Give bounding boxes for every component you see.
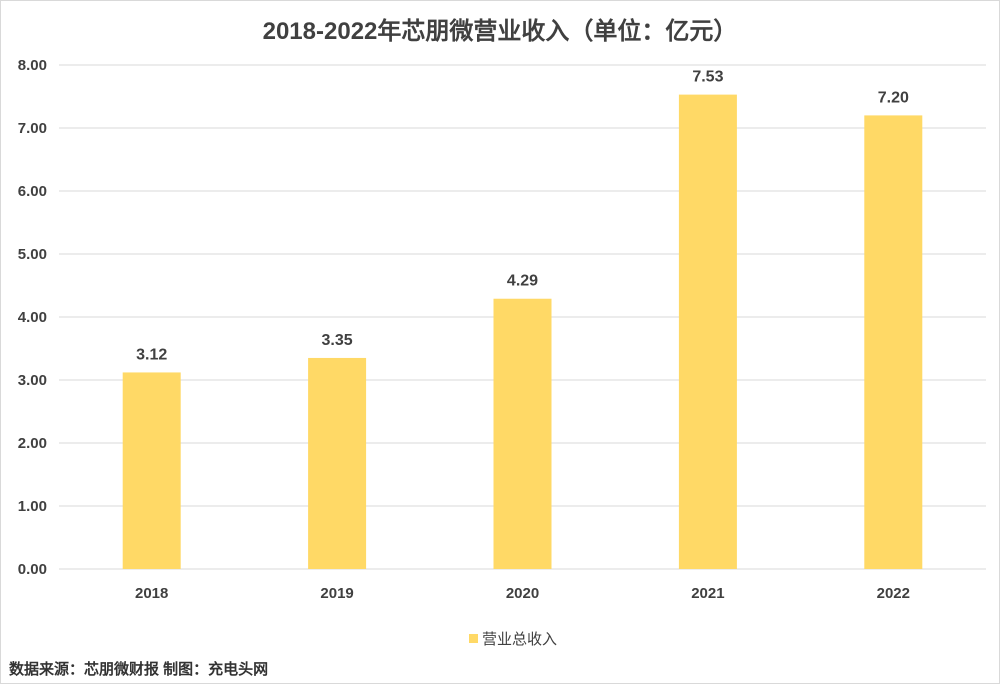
- y-tick-label: 8.00: [18, 57, 47, 74]
- data-label: 7.53: [692, 69, 723, 86]
- legend: 营业总收入: [469, 631, 557, 648]
- legend-swatch: [469, 634, 478, 643]
- y-tick-label: 3.00: [18, 372, 47, 389]
- bars: [122, 94, 923, 570]
- bar: [678, 94, 737, 570]
- data-label: 4.29: [507, 273, 538, 290]
- x-category-label: 2020: [506, 585, 539, 602]
- y-tick-label: 2.00: [18, 435, 47, 452]
- source-note: 数据来源：芯朋微财报 制图：充电头网: [9, 661, 269, 678]
- bar: [122, 372, 181, 569]
- data-label: 3.12: [136, 346, 167, 363]
- y-tick-label: 7.00: [18, 120, 47, 137]
- y-tick-label: 6.00: [18, 183, 47, 200]
- data-label: 7.20: [878, 89, 909, 106]
- bar: [864, 115, 923, 570]
- data-labels: 3.12 3.35 4.29 7.53 7.20: [136, 69, 909, 364]
- x-category-label: 2019: [320, 585, 353, 602]
- x-category-label: 2022: [877, 585, 910, 602]
- data-label: 3.35: [322, 332, 353, 349]
- x-category-label: 2018: [135, 585, 168, 602]
- bar: [308, 357, 367, 569]
- x-category-label: 2021: [691, 585, 724, 602]
- x-axis-categories: 2018 2019 2020 2021 2022: [135, 585, 910, 602]
- chart-title: 2018-2022年芯朋微营业收入（单位：亿元）: [263, 17, 738, 45]
- y-tick-label: 4.00: [18, 309, 47, 326]
- bar: [493, 298, 552, 569]
- y-tick-label: 1.00: [18, 498, 47, 515]
- y-tick-label: 5.00: [18, 246, 47, 263]
- y-tick-label: 0.00: [18, 561, 47, 578]
- y-axis-ticks: 0.00 1.00 2.00 3.00 4.00 5.00 6.00 7.00 8.00: [18, 57, 47, 578]
- legend-label: 营业总收入: [482, 631, 557, 648]
